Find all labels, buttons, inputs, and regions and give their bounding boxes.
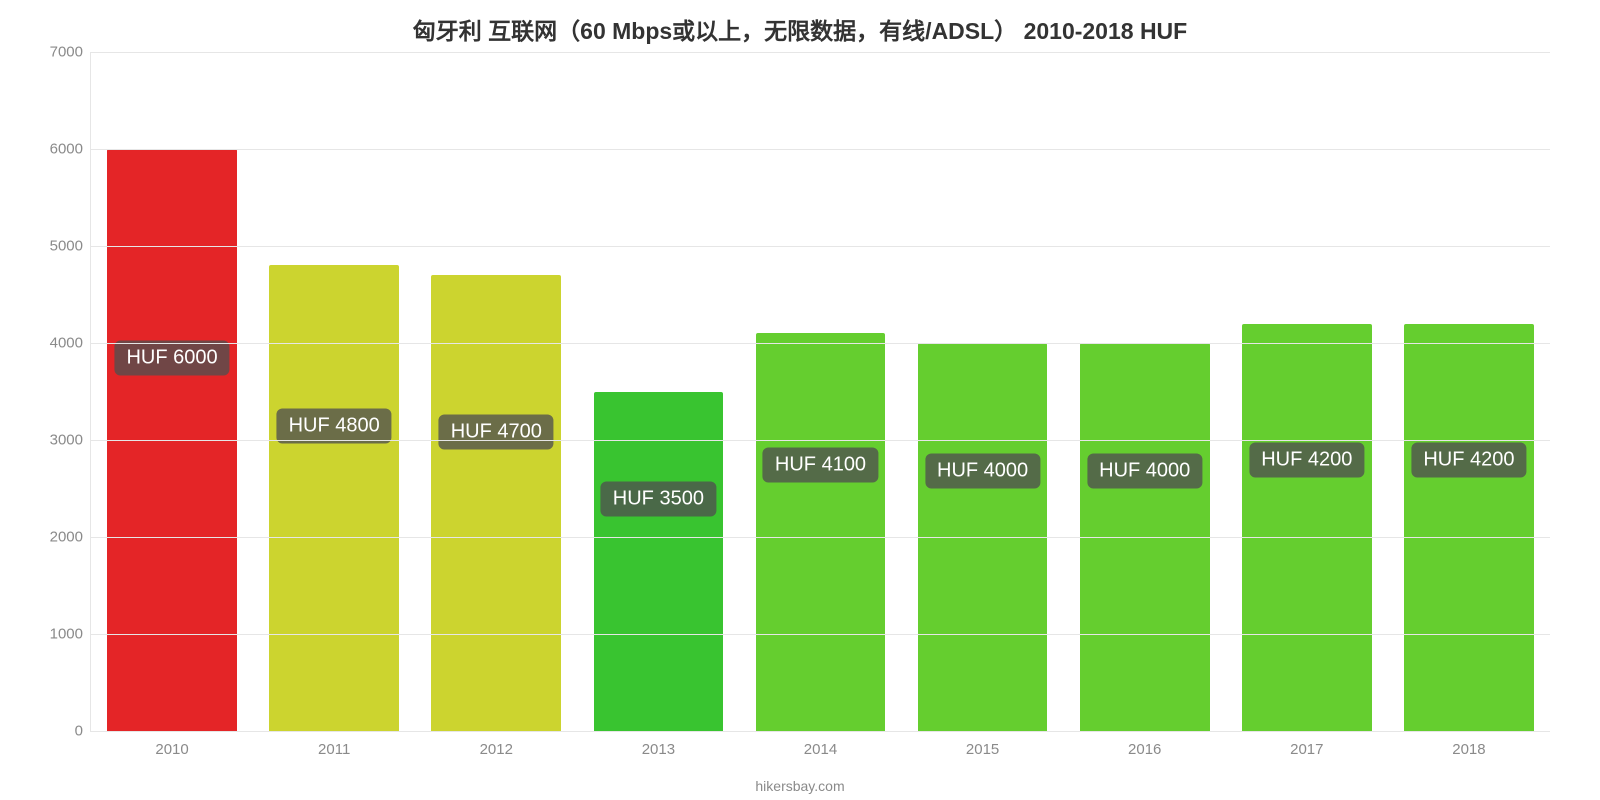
bar-slot: HUF 42002018 — [1388, 52, 1550, 731]
bar — [756, 333, 886, 731]
bar — [269, 265, 399, 731]
bar-slot: HUF 41002014 — [739, 52, 901, 731]
chart-title: 匈牙利 互联网（60 Mbps或以上，无限数据，有线/ADSL） 2010-20… — [20, 12, 1580, 46]
x-axis-label: 2010 — [91, 741, 253, 758]
y-axis-label: 7000 — [31, 44, 83, 61]
x-axis-label: 2012 — [415, 741, 577, 758]
y-axis-label: 4000 — [31, 335, 83, 352]
value-label: HUF 4700 — [439, 414, 554, 449]
bars-group: HUF 60002010HUF 48002011HUF 47002012HUF … — [91, 52, 1550, 731]
bar-slot: HUF 60002010 — [91, 52, 253, 731]
bar — [594, 392, 724, 732]
x-axis-label: 2018 — [1388, 741, 1550, 758]
value-label: HUF 4000 — [925, 453, 1040, 488]
grid-line — [91, 52, 1550, 53]
y-axis-label: 0 — [31, 723, 83, 740]
chart-container: 匈牙利 互联网（60 Mbps或以上，无限数据，有线/ADSL） 2010-20… — [0, 0, 1600, 800]
grid-line — [91, 343, 1550, 344]
y-axis-label: 3000 — [31, 432, 83, 449]
plot-area: HUF 60002010HUF 48002011HUF 47002012HUF … — [90, 52, 1550, 732]
bar-slot: HUF 40002015 — [902, 52, 1064, 731]
bar — [1404, 324, 1534, 731]
value-label: HUF 4200 — [1411, 442, 1526, 477]
x-axis-label: 2013 — [577, 741, 739, 758]
grid-line — [91, 634, 1550, 635]
grid-line — [91, 537, 1550, 538]
bar — [1242, 324, 1372, 731]
y-axis-label: 5000 — [31, 238, 83, 255]
y-axis-label: 1000 — [31, 626, 83, 643]
bar-slot: HUF 35002013 — [577, 52, 739, 731]
value-label: HUF 4100 — [763, 448, 878, 483]
bar-slot: HUF 48002011 — [253, 52, 415, 731]
bar-slot: HUF 42002017 — [1226, 52, 1388, 731]
grid-line — [91, 149, 1550, 150]
grid-line — [91, 246, 1550, 247]
bar-slot: HUF 47002012 — [415, 52, 577, 731]
x-axis-label: 2014 — [739, 741, 901, 758]
value-label: HUF 3500 — [601, 482, 716, 517]
value-label: HUF 4000 — [1087, 453, 1202, 488]
value-label: HUF 4200 — [1249, 442, 1364, 477]
x-axis-label: 2016 — [1064, 741, 1226, 758]
y-axis-label: 6000 — [31, 141, 83, 158]
x-axis-label: 2015 — [902, 741, 1064, 758]
x-axis-label: 2017 — [1226, 741, 1388, 758]
value-label: HUF 4800 — [277, 408, 392, 443]
bar-slot: HUF 40002016 — [1064, 52, 1226, 731]
grid-line — [91, 440, 1550, 441]
y-axis-label: 2000 — [31, 529, 83, 546]
x-axis-label: 2011 — [253, 741, 415, 758]
footer-text: hikersbay.com — [0, 778, 1600, 794]
value-label: HUF 6000 — [114, 341, 229, 376]
